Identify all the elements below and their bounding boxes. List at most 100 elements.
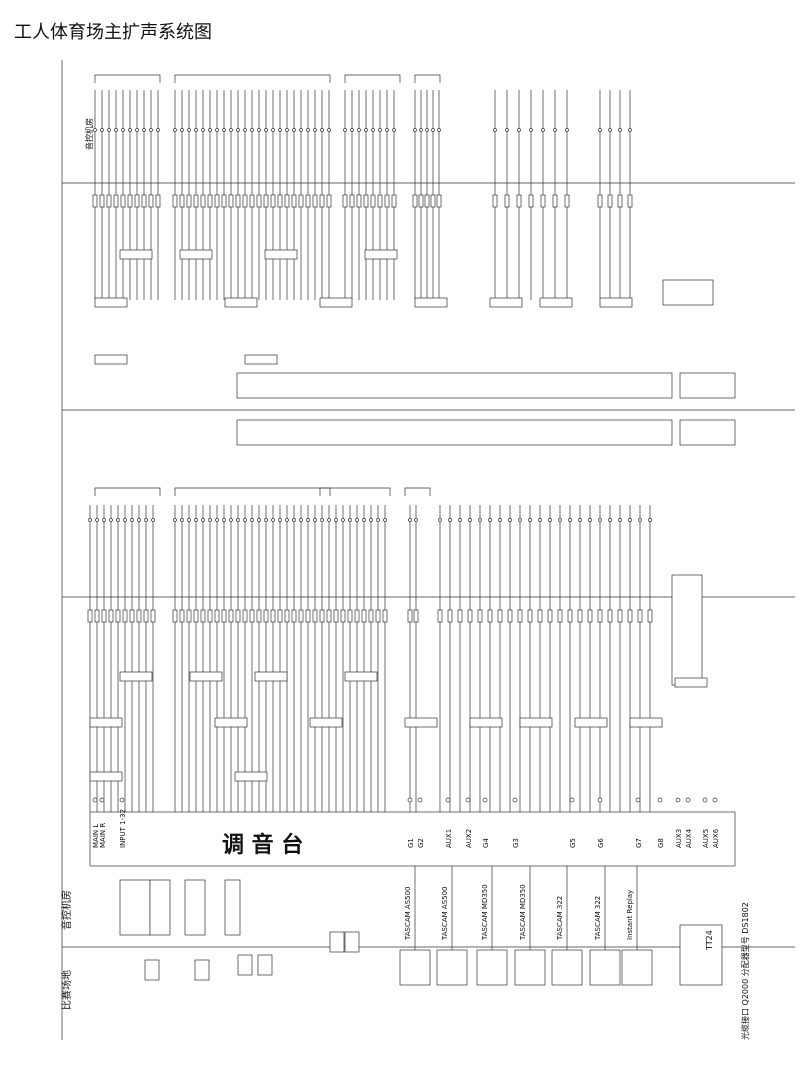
mic-input bbox=[618, 518, 622, 522]
console-port-label: G6 bbox=[597, 838, 605, 848]
mic-input bbox=[558, 518, 562, 522]
connector bbox=[148, 194, 154, 208]
connector bbox=[172, 194, 178, 208]
connector bbox=[391, 194, 397, 208]
splitter-box bbox=[519, 717, 553, 728]
diagram-title: 工人体育场主扩声系统图 bbox=[14, 22, 212, 43]
port-jack bbox=[712, 797, 718, 803]
mic-input bbox=[306, 518, 310, 522]
mic-input bbox=[299, 518, 303, 522]
splitter-box bbox=[214, 717, 248, 728]
splitter-box bbox=[539, 297, 573, 308]
connector bbox=[193, 609, 199, 623]
mic-input bbox=[648, 518, 652, 522]
field-box bbox=[257, 954, 273, 976]
mic-input bbox=[618, 128, 622, 132]
mic-input bbox=[156, 128, 160, 132]
mic-input bbox=[608, 128, 612, 132]
port-jack bbox=[569, 797, 575, 803]
mic-input bbox=[229, 128, 233, 132]
connector bbox=[256, 609, 262, 623]
mic-input bbox=[95, 518, 99, 522]
console-port-label: AUX2 bbox=[465, 829, 473, 848]
connector bbox=[564, 194, 570, 208]
mic-input bbox=[529, 128, 533, 132]
connector bbox=[249, 194, 255, 208]
mic-input bbox=[173, 518, 177, 522]
connector bbox=[150, 609, 156, 623]
connector bbox=[368, 609, 374, 623]
mic-input bbox=[505, 128, 509, 132]
connector bbox=[235, 609, 241, 623]
recorder-label: TASCAM 322 bbox=[556, 896, 564, 941]
mic-input bbox=[215, 128, 219, 132]
connector bbox=[193, 194, 199, 208]
connector bbox=[487, 609, 493, 623]
port-jack bbox=[407, 797, 413, 803]
mic-input bbox=[135, 128, 139, 132]
area-label: 比赛场地 bbox=[60, 970, 73, 1010]
mic-input bbox=[142, 128, 146, 132]
connector bbox=[221, 194, 227, 208]
mic-input bbox=[588, 518, 592, 522]
connector bbox=[200, 194, 206, 208]
console-port-label: G7 bbox=[635, 838, 643, 848]
connector bbox=[312, 194, 318, 208]
connector bbox=[377, 194, 383, 208]
port-jack bbox=[635, 797, 641, 803]
distribution-bus bbox=[236, 419, 673, 446]
connector bbox=[291, 609, 297, 623]
mic-input bbox=[194, 128, 198, 132]
field-box bbox=[329, 931, 345, 953]
mic-input bbox=[508, 518, 512, 522]
distribution-box bbox=[679, 372, 736, 399]
connector bbox=[312, 609, 318, 623]
mic-input bbox=[93, 128, 97, 132]
mixing-console bbox=[89, 811, 736, 867]
mic-input bbox=[114, 128, 118, 132]
mic-input bbox=[327, 128, 331, 132]
mic-input bbox=[208, 128, 212, 132]
connector bbox=[186, 194, 192, 208]
group-bracket bbox=[94, 487, 161, 496]
mic-input bbox=[194, 518, 198, 522]
mic-input bbox=[292, 128, 296, 132]
connector bbox=[354, 609, 360, 623]
connector bbox=[516, 194, 522, 208]
mic-input bbox=[478, 518, 482, 522]
port-jack bbox=[702, 797, 708, 803]
console-port-label: G2 bbox=[417, 838, 425, 848]
port-jack bbox=[119, 797, 125, 803]
connector bbox=[363, 194, 369, 208]
splitter-box bbox=[414, 297, 448, 308]
connector bbox=[528, 194, 534, 208]
connector bbox=[277, 609, 283, 623]
mic-input bbox=[271, 518, 275, 522]
distribution-box bbox=[679, 419, 736, 446]
connector bbox=[242, 609, 248, 623]
splitter-box bbox=[244, 354, 278, 365]
connector bbox=[627, 609, 633, 623]
mic-input bbox=[364, 128, 368, 132]
connector bbox=[143, 609, 149, 623]
recorder-box bbox=[476, 949, 508, 986]
connector bbox=[467, 609, 473, 623]
mic-input bbox=[250, 518, 254, 522]
connector bbox=[155, 194, 161, 208]
splitter-box bbox=[309, 717, 343, 728]
mic-input bbox=[201, 518, 205, 522]
port-jack bbox=[597, 797, 603, 803]
connector bbox=[291, 194, 297, 208]
mic-input bbox=[565, 128, 569, 132]
connector bbox=[326, 194, 332, 208]
mic-input bbox=[538, 518, 542, 522]
mic-input bbox=[413, 128, 417, 132]
mic-input bbox=[371, 128, 375, 132]
port-jack bbox=[482, 797, 488, 803]
port-jack bbox=[99, 797, 105, 803]
splitter-box bbox=[119, 249, 153, 260]
recorder-box bbox=[514, 949, 546, 986]
mic-input bbox=[292, 518, 296, 522]
connector bbox=[235, 194, 241, 208]
mic-input bbox=[348, 518, 352, 522]
